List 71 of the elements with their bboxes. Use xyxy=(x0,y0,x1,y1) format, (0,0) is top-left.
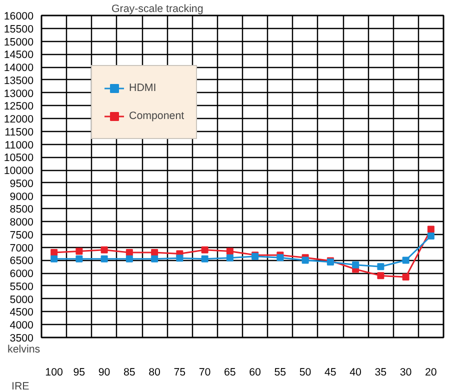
y-tick-label: 4500 xyxy=(10,306,34,319)
y-tick-label: 16000 xyxy=(4,10,34,22)
x-tick-label: 20 xyxy=(425,366,437,378)
point xyxy=(126,248,133,256)
x-tick-label: 65 xyxy=(224,366,236,378)
legend-label: Component xyxy=(129,110,184,122)
x-tick-label: 30 xyxy=(400,366,412,378)
point xyxy=(126,255,133,262)
x-tick-label: 40 xyxy=(350,366,362,378)
y-tick-label: 14500 xyxy=(4,49,34,62)
point xyxy=(201,246,208,254)
point xyxy=(50,248,58,256)
x-tick-label: 80 xyxy=(148,366,161,378)
point xyxy=(226,254,234,262)
x-tick-label: 50 xyxy=(299,366,312,378)
y-tick-label: 8000 xyxy=(10,216,34,229)
point xyxy=(226,248,234,255)
y-tick-label: 9000 xyxy=(10,190,34,203)
x-tick-label: 95 xyxy=(73,366,86,378)
point xyxy=(201,255,208,262)
point xyxy=(352,261,360,268)
point xyxy=(276,254,284,262)
point xyxy=(100,255,108,262)
y-tick-label: 9500 xyxy=(10,178,34,190)
point xyxy=(427,232,434,240)
x-tick-label: 70 xyxy=(198,366,211,378)
y-tick-label: 6000 xyxy=(10,268,34,280)
y-tick-label: 5500 xyxy=(10,280,34,293)
y-tick-label: 4000 xyxy=(10,320,34,332)
point xyxy=(377,263,384,270)
y-tick-label: 13500 xyxy=(4,74,34,87)
y-axis-title: kelvins xyxy=(8,344,40,356)
y-tick-label: 8500 xyxy=(10,204,34,216)
x-tick-label: 90 xyxy=(98,366,110,378)
point xyxy=(76,248,83,255)
y-tick-label: 10000 xyxy=(4,165,34,178)
x-tick-label: 60 xyxy=(249,366,262,378)
x-tick-label: 55 xyxy=(274,366,286,378)
y-tick-label: 3500 xyxy=(10,332,34,344)
point xyxy=(402,273,410,280)
x-tick-label: 75 xyxy=(174,366,186,378)
x-tick-label: 85 xyxy=(124,366,136,378)
y-tick-label: 10500 xyxy=(4,152,34,164)
x-tick-label: 45 xyxy=(324,366,336,378)
point xyxy=(151,248,158,256)
x-tick-label: 35 xyxy=(374,366,387,378)
y-tick-label: 15500 xyxy=(4,23,34,36)
point xyxy=(50,255,58,262)
x-axis-title: IRE xyxy=(12,380,30,392)
y-tick-label: 5000 xyxy=(10,294,34,306)
point xyxy=(100,246,108,254)
y-tick-label: 11500 xyxy=(4,126,34,138)
point xyxy=(377,272,384,280)
y-tick-label: 6500 xyxy=(10,255,34,268)
point xyxy=(302,256,309,264)
y-tick-label: 13000 xyxy=(4,88,34,100)
x-tick-label: 100 xyxy=(45,366,64,378)
y-tick-label: 12500 xyxy=(4,100,34,113)
chart-title: Gray-scale tracking xyxy=(112,3,204,15)
point xyxy=(151,255,158,262)
y-tick-label: 7500 xyxy=(10,229,34,242)
point xyxy=(402,256,410,264)
y-tick-label: 14000 xyxy=(4,62,34,74)
y-tick-label: 15000 xyxy=(4,36,34,48)
legend-label: HDMI xyxy=(129,82,156,94)
y-tick-label: 11000 xyxy=(4,139,34,152)
y-tick-label: 7000 xyxy=(10,242,34,254)
y-tick-label: 12000 xyxy=(4,114,34,126)
point xyxy=(427,226,434,233)
point xyxy=(76,255,83,262)
point xyxy=(176,254,184,262)
